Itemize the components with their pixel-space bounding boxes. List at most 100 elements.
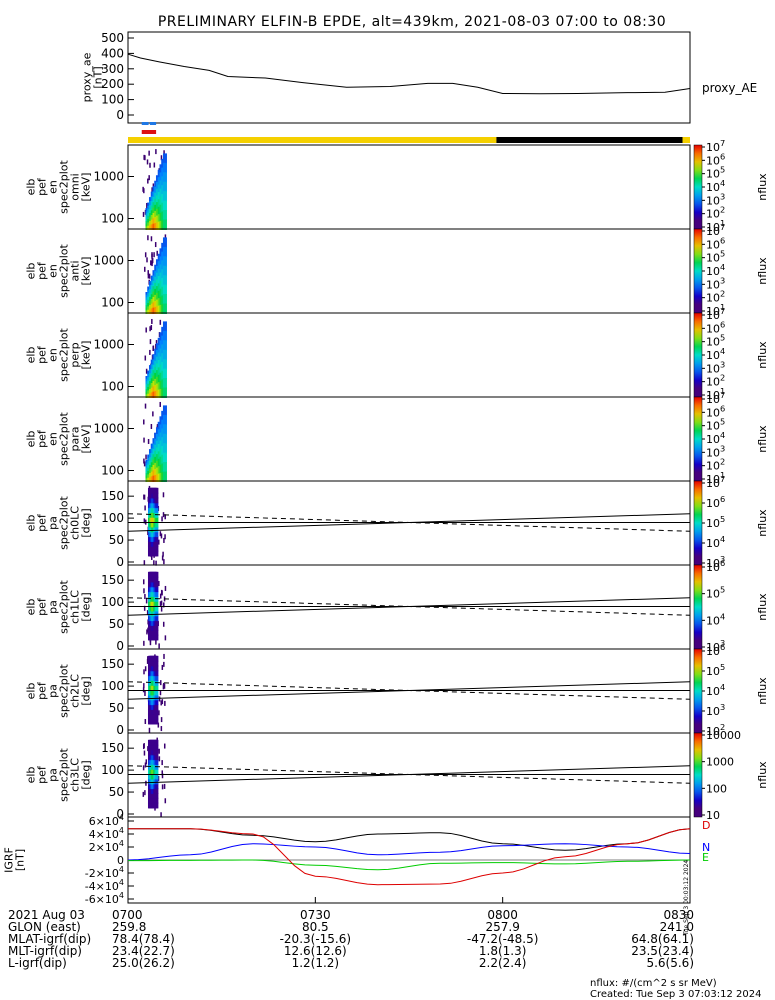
y-tick-label: 500 (101, 31, 124, 45)
noise-pixel (158, 643, 160, 649)
axis-label-word: elb (25, 599, 38, 616)
noise-pixel (158, 756, 161, 762)
science-zone-red (141, 130, 157, 134)
noise-pixel (143, 588, 145, 594)
spectrogram-cell (155, 660, 159, 667)
noise-pixel (159, 593, 162, 599)
noise-pixel (163, 537, 165, 543)
ephemeris-value: -47.2(-48.5) (467, 932, 538, 946)
noise-pixel (164, 798, 167, 804)
colorbar-tick-label: 106 (706, 642, 725, 658)
noise-pixel (154, 242, 157, 248)
axis-label-word: spec2plot (58, 412, 71, 466)
ephemeris-value: 78.4(78.4) (112, 932, 175, 946)
noise-pixel (144, 719, 147, 725)
y-tick-label: 150 (101, 741, 124, 755)
spectrogram-cell (155, 778, 159, 785)
noise-pixel (145, 780, 147, 786)
igrf-series-label: D (702, 819, 710, 832)
panel-frame (127, 312, 691, 398)
noise-pixel (159, 601, 162, 607)
colorbar-tick-label: 102 (706, 205, 725, 221)
colorbar-tick-label: 103 (706, 359, 725, 375)
colorbar-tick-label: 10 (706, 809, 720, 822)
y-tick-label: 300 (101, 62, 124, 76)
noise-pixel (163, 683, 166, 689)
noise-pixel (149, 162, 151, 168)
axis-label-word: [keV] (80, 257, 93, 286)
axis-label-word: pa (47, 600, 60, 614)
noise-pixel (155, 560, 157, 566)
y-tick-label: 1000 (93, 338, 124, 352)
axis-label-word: [nT] (92, 66, 105, 88)
noise-pixel (162, 551, 164, 557)
colorbar-tick-label: 105 (706, 514, 725, 530)
noise-pixel (143, 437, 145, 443)
y-tick-label: 50 (109, 617, 124, 631)
anti-loss-cone-line (127, 597, 691, 616)
axis-label-word: pef (36, 597, 49, 616)
ephemeris-value: 5.6(5.6) (646, 956, 694, 970)
noise-pixel (145, 759, 148, 765)
noise-pixel (145, 327, 147, 333)
spectrogram-cell (162, 359, 167, 370)
noise-pixel (164, 514, 166, 520)
colorbar-tick-label: 103 (706, 275, 725, 291)
y-tick-label: 100 (101, 464, 124, 478)
noise-pixel (147, 178, 149, 184)
noise-pixel (161, 784, 164, 790)
y-tick-label: 50 (109, 533, 124, 547)
noise-pixel (151, 261, 153, 267)
y-tick-label: 0 (116, 723, 124, 737)
noise-pixel (150, 260, 152, 266)
noise-pixel (160, 606, 163, 612)
noise-pixel (143, 560, 146, 566)
spectrogram-cell (155, 586, 159, 593)
spectrogram-cell (155, 545, 159, 552)
colorbar-tick-label: 105 (706, 585, 725, 601)
axis-label-word: ch3LC (69, 758, 82, 792)
noise-pixel (161, 773, 164, 779)
spectrogram-cell (155, 581, 159, 588)
noise-pixel (161, 760, 163, 766)
axis-label-word: ch2LC (69, 674, 82, 708)
status-bar-yellow (128, 137, 497, 143)
proxy-ae-series-label: proxy_AE (702, 81, 757, 95)
status-bars (128, 122, 690, 143)
spectrogram-cell (155, 487, 159, 494)
noise-pixel (158, 748, 160, 754)
ephemeris-value: 2.2(2.4) (479, 956, 527, 970)
spectrogram-cell (162, 153, 167, 164)
noise-pixel (163, 150, 165, 156)
axis-label-word: pef (36, 345, 49, 364)
noise-pixel (146, 610, 149, 616)
colorbar (693, 144, 703, 230)
axis-label-word: IGRF (3, 847, 16, 873)
noise-pixel (160, 533, 163, 539)
spectrogram-cell (155, 773, 159, 780)
spectrogram-cell (162, 284, 167, 296)
colorbar-tick-label: 104 (706, 534, 725, 550)
panel-frame (127, 31, 691, 124)
noise-pixel (161, 555, 164, 561)
colorbar-tick-label: 101 (706, 302, 725, 318)
axis-label-word: [keV] (80, 341, 93, 370)
spectrogram-cell (162, 191, 167, 202)
axis-label-word: [nT] (14, 849, 27, 871)
noise-pixel (142, 186, 144, 192)
colorbar (693, 564, 703, 650)
noise-pixel (144, 690, 146, 696)
time-ticks (127, 897, 691, 903)
spectrogram-cell (155, 739, 159, 746)
y-tick-label: 1000 (93, 254, 124, 268)
noise-pixel (161, 699, 164, 705)
spectrogram-cell (162, 414, 167, 426)
colorbar-tick-label: 103 (706, 638, 725, 654)
ephemeris-value: 1.8(1.3) (479, 944, 527, 958)
noise-pixel (159, 319, 162, 325)
noise-pixel (150, 554, 153, 560)
colorbar-tick-label: 104 (706, 611, 725, 627)
noise-pixel (164, 234, 167, 240)
